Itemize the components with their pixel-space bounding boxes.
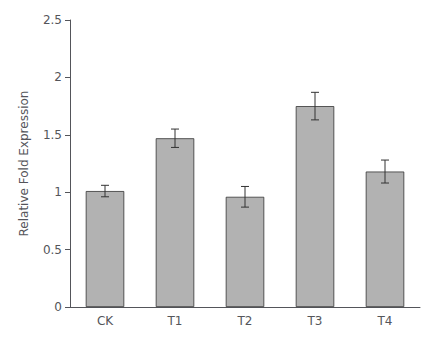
svg-text:T3: T3 <box>307 314 323 328</box>
svg-text:2: 2 <box>54 70 62 84</box>
svg-text:0: 0 <box>54 300 62 314</box>
svg-text:T4: T4 <box>377 314 393 328</box>
svg-text:CK: CK <box>97 314 114 328</box>
svg-text:T1: T1 <box>167 314 183 328</box>
svg-text:2.5: 2.5 <box>43 13 62 27</box>
svg-text:0.5: 0.5 <box>43 243 62 257</box>
svg-text:T2: T2 <box>237 314 253 328</box>
svg-text:1: 1 <box>54 185 62 199</box>
svg-text:Relative Fold Expression: Relative Fold Expression <box>17 91 31 237</box>
svg-text:1.5: 1.5 <box>43 128 62 142</box>
